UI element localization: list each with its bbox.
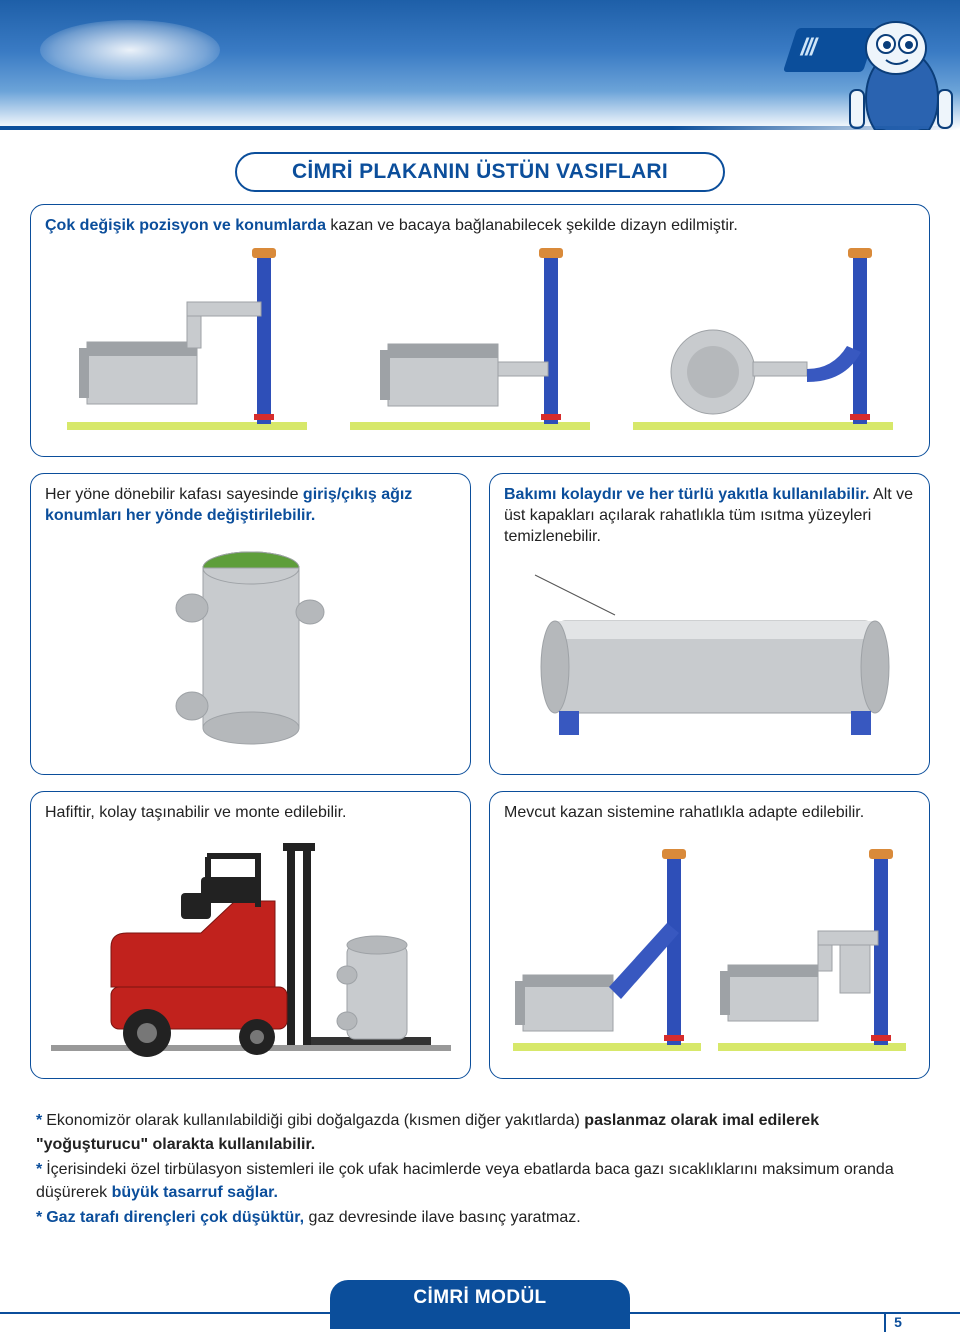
footer-module-label: CİMRİ MODÜL [330, 1280, 630, 1329]
footnotes: *Ekonomizör olarak kullanılabildiği gibi… [0, 1095, 960, 1255]
card-text: Hafiftir, kolay taşınabilir ve monte edi… [45, 802, 456, 823]
diagram-position-b [340, 244, 600, 444]
diagram-maintenance [504, 571, 915, 751]
diagram-adaptable [504, 837, 915, 1057]
page-title: CİMRİ PLAKANIN ÜSTÜN VASIFLARI [235, 152, 725, 192]
footer: CİMRİ MODÜL 5 [0, 1280, 960, 1332]
feature-card-positions: Çok değişik pozisyon ve konumlarda kazan… [30, 204, 930, 457]
feature-card-adaptable: Mevcut kazan sistemine rahatlıkla adapte… [489, 791, 930, 1079]
diagram-forklift [45, 837, 456, 1061]
feature-card-rotatable-head: Her yöne dönebilir kafası sayesinde giri… [30, 473, 471, 775]
diagram-position-c [623, 244, 903, 444]
footer-divider [0, 1312, 960, 1314]
card-text: Mevcut kazan sistemine rahatlıkla adapte… [504, 802, 915, 823]
card-text: Bakımı kolaydır ve her türlü yakıtla kul… [504, 484, 915, 547]
diagram-position-a [57, 244, 317, 444]
diagram-rotatable [45, 538, 456, 762]
page-number: 5 [884, 1312, 910, 1332]
diagram-positions [45, 244, 915, 444]
mascot-character-icon [830, 0, 960, 130]
feature-card-lightweight: Hafiftir, kolay taşınabilir ve monte edi… [30, 791, 471, 1079]
card-text: Çok değişik pozisyon ve konumlarda kazan… [45, 215, 915, 236]
header-band: /// [0, 0, 960, 130]
card-text: Her yöne dönebilir kafası sayesinde giri… [45, 484, 456, 526]
feature-card-easy-maintenance: Bakımı kolaydır ve her türlü yakıtla kul… [489, 473, 930, 775]
